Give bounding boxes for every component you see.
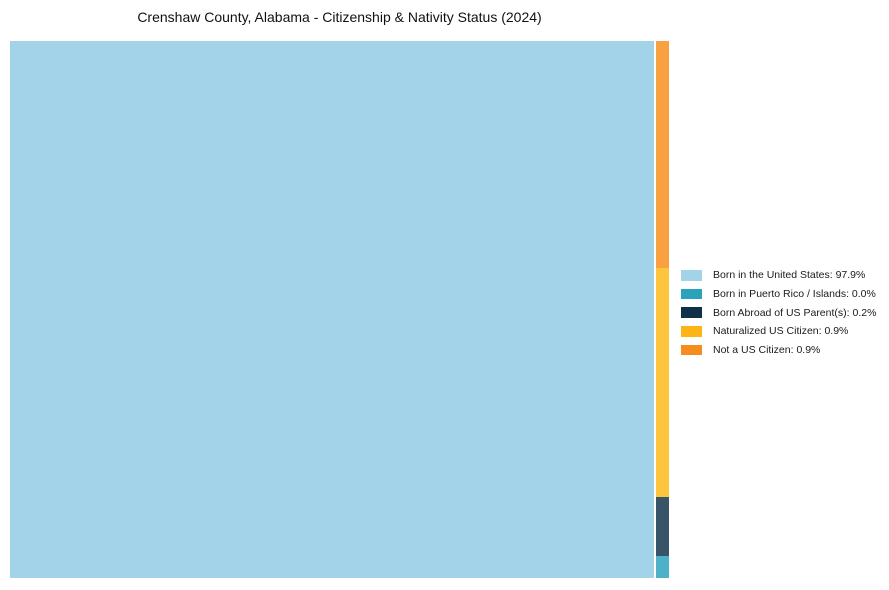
legend-swatch-born-in-puerto-rico-islands xyxy=(681,288,702,300)
treemap-plot-area xyxy=(10,41,669,578)
legend-swatch-naturalized-us-citizen xyxy=(681,326,702,337)
legend-item-not-a-us-citizen: Not a US Citizen: 0.9% xyxy=(681,341,876,360)
treemap-block-naturalized-us-citizen xyxy=(656,268,669,497)
legend-item-born-abroad-of-us-parents: Born Abroad of US Parent(s): 0.2% xyxy=(681,303,876,322)
legend-swatch-born-abroad-of-us-parents xyxy=(681,307,702,318)
legend-label: Born in Puerto Rico / Islands: 0.0% xyxy=(713,288,876,301)
legend-item-naturalized-us-citizen: Naturalized US Citizen: 0.9% xyxy=(681,322,876,341)
legend-label: Born in the United States: 97.9% xyxy=(713,269,866,282)
chart-title: Crenshaw County, Alabama - Citizenship &… xyxy=(137,9,542,25)
legend-swatch-not-a-us-citizen xyxy=(681,344,702,356)
legend-label: Born Abroad of US Parent(s): 0.2% xyxy=(713,306,877,319)
legend-label: Naturalized US Citizen: 0.9% xyxy=(713,325,849,338)
legend-swatch-born-in-united-states xyxy=(681,270,702,281)
treemap-block-not-a-us-citizen xyxy=(656,41,669,268)
treemap-block-born-in-united-states xyxy=(10,41,654,578)
treemap-minor-column xyxy=(656,41,669,578)
treemap-block-born-in-puerto-rico-islands xyxy=(656,556,669,578)
legend-label: Not a US Citizen: 0.9% xyxy=(713,344,821,357)
legend-item-born-in-puerto-rico-islands: Born in Puerto Rico / Islands: 0.0% xyxy=(681,285,876,304)
legend-item-born-in-united-states: Born in the United States: 97.9% xyxy=(681,266,876,285)
legend: Born in the United States: 97.9% Born in… xyxy=(681,266,876,359)
treemap-block-born-abroad-of-us-parents xyxy=(656,497,669,556)
